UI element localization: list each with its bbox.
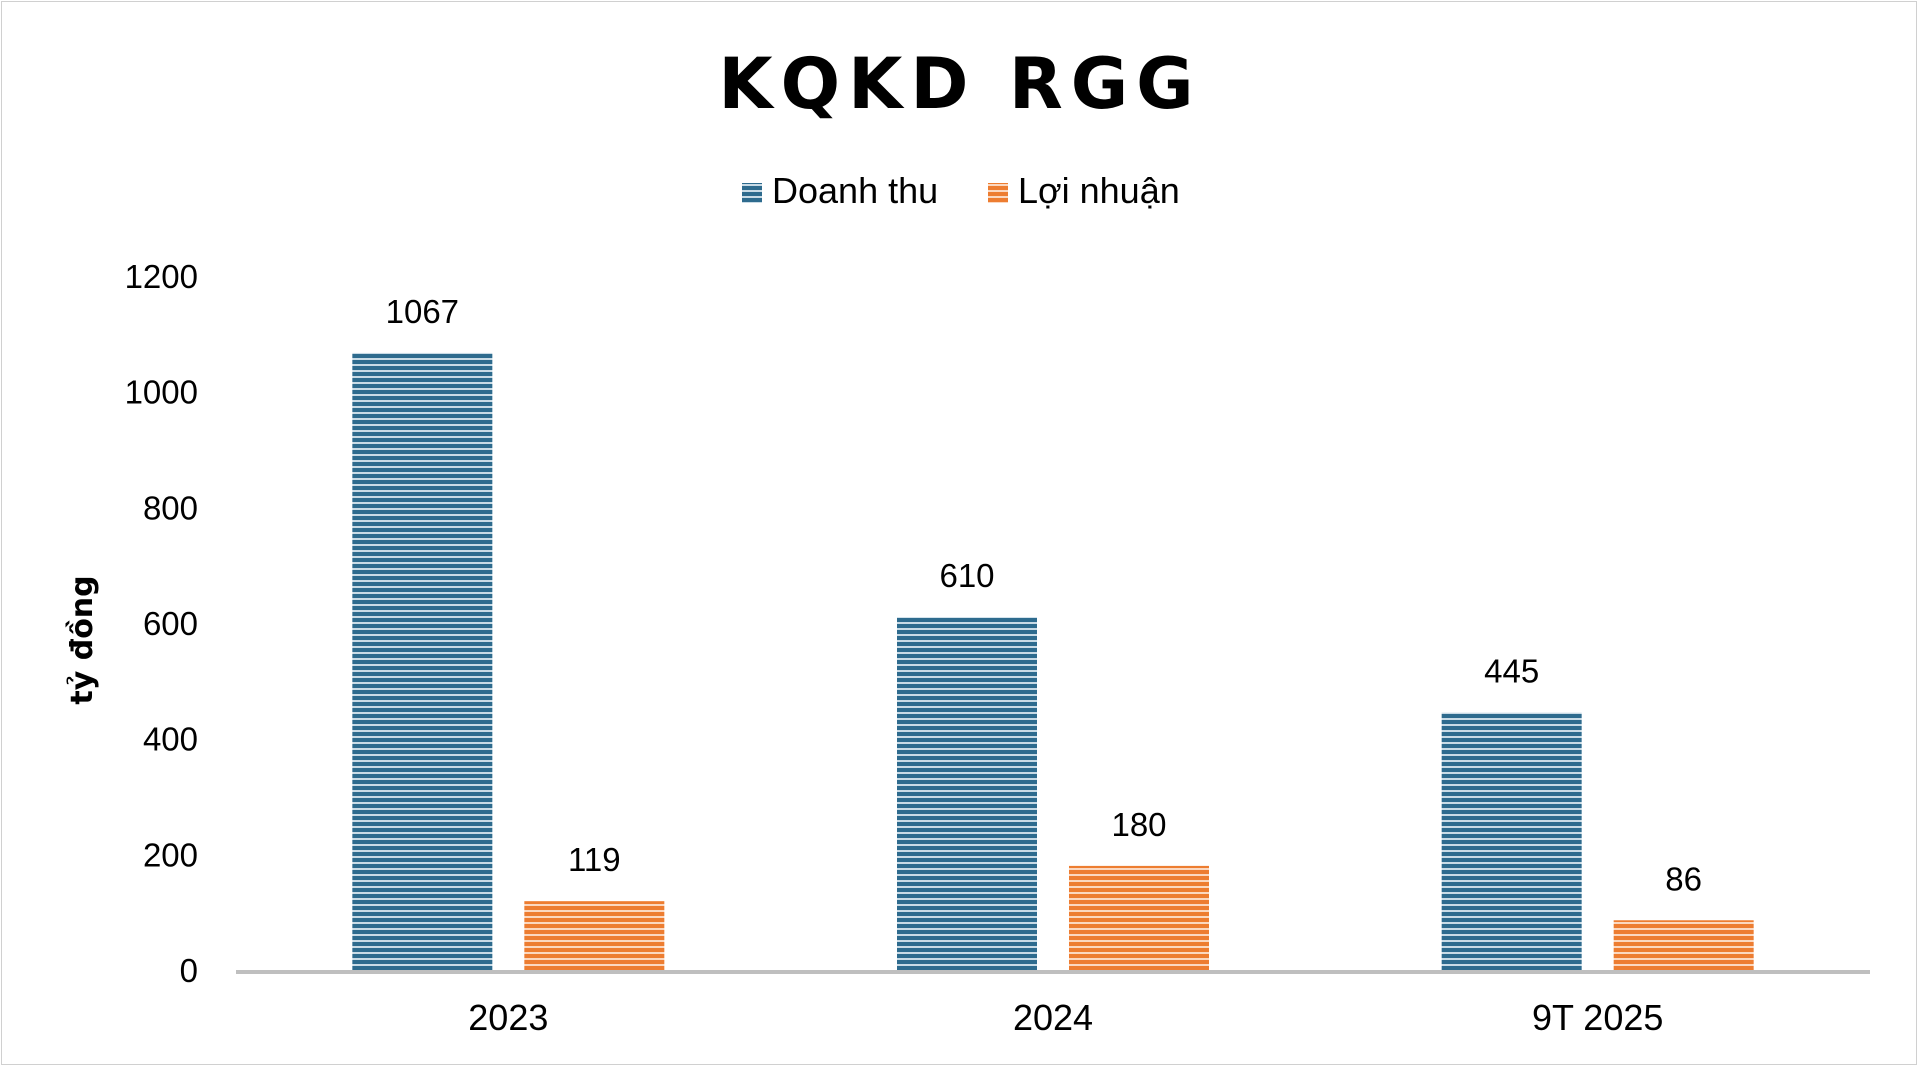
- y-axis-ticks: 0 200 400 600 800 1000 1200: [125, 258, 198, 989]
- bars: [352, 352, 1754, 970]
- bar-loi-nhuan: [1613, 920, 1754, 970]
- x-tick-label: 2023: [468, 997, 548, 1038]
- legend-label: Doanh thu: [772, 170, 938, 211]
- y-tick-label: 600: [143, 605, 198, 642]
- data-label: 86: [1665, 860, 1702, 897]
- bar-loi-nhuan: [524, 901, 665, 970]
- bar-doanh-thu: [897, 617, 1037, 970]
- y-tick-label: 800: [143, 489, 198, 526]
- bar-loi-nhuan: [1069, 865, 1209, 970]
- y-tick-label: 400: [143, 721, 198, 758]
- bar-doanh-thu: [352, 352, 493, 970]
- x-axis-categories: 2023 2024 9T 2025: [468, 997, 1663, 1038]
- x-tick-label: 9T 2025: [1532, 997, 1663, 1038]
- bar-doanh-thu: [1441, 712, 1582, 970]
- y-tick-label: 0: [180, 952, 198, 989]
- data-label: 1067: [386, 293, 459, 330]
- y-tick-label: 1200: [125, 258, 198, 295]
- chart-title: KQKD RGG: [718, 43, 1201, 125]
- data-labels: 1067 119 610 180 445 86: [386, 293, 1702, 897]
- data-label: 610: [939, 557, 994, 594]
- data-label: 180: [1111, 806, 1166, 843]
- y-axis-label: tỷ đồng: [65, 575, 100, 704]
- y-tick-label: 1000: [125, 374, 198, 411]
- y-tick-label: 200: [143, 836, 198, 873]
- legend-label: Lợi nhuận: [1018, 170, 1180, 211]
- legend: Doanh thu Lợi nhuận: [742, 170, 1180, 211]
- data-label: 119: [568, 841, 621, 878]
- legend-swatch: [988, 183, 1008, 203]
- legend-item: Lợi nhuận: [988, 170, 1180, 211]
- legend-swatch: [742, 183, 762, 203]
- x-tick-label: 2024: [1013, 997, 1093, 1038]
- data-label: 445: [1484, 653, 1539, 690]
- legend-item: Doanh thu: [742, 170, 938, 211]
